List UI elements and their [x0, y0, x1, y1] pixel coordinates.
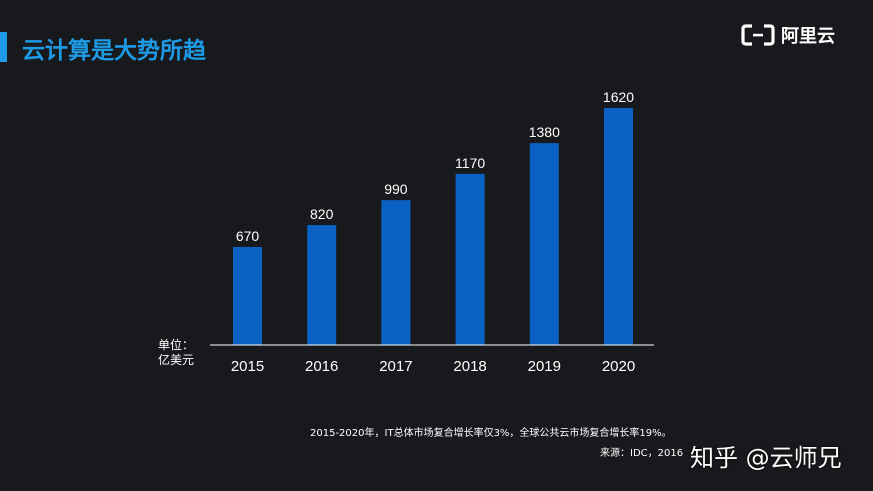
- watermark: 知乎 @云师兄: [690, 444, 842, 472]
- x-tick-label-2017: 2017: [379, 358, 412, 375]
- footnote: 2015-2020年，IT总体市场复合增长率仅3%，全球公共云市场复合增长率19…: [310, 428, 672, 439]
- bar-2019: [529, 143, 559, 345]
- bar-2018: [455, 173, 485, 345]
- data-label-2017: 990: [384, 181, 408, 197]
- brand-logo-text: 阿里云: [781, 26, 835, 47]
- bar-2020: [604, 108, 633, 345]
- bar-2017: [381, 200, 411, 345]
- unit-label-line1: 单位：: [158, 338, 195, 352]
- aliyun-bracket-icon: [741, 24, 775, 46]
- x-tick-label-2015: 2015: [231, 358, 264, 375]
- page-title: 云计算是大势所趋: [22, 38, 206, 64]
- unit-label: 单位： 亿美元: [158, 338, 194, 368]
- data-label-2016: 820: [310, 206, 334, 222]
- data-label-2020: 1620: [603, 89, 634, 105]
- x-tick-label-2020: 2020: [602, 358, 635, 375]
- x-tick-label-2016: 2016: [305, 358, 338, 375]
- data-label-2019: 1380: [529, 124, 560, 140]
- x-tick-label-2019: 2019: [528, 358, 561, 375]
- bar-2016: [307, 225, 337, 345]
- bar-2015: [233, 246, 262, 345]
- data-label-2015: 670: [236, 228, 260, 244]
- x-tick-label-2018: 2018: [453, 358, 486, 375]
- title-accent-bar: [0, 32, 7, 62]
- data-label-2018: 1170: [455, 155, 485, 171]
- source-note: 来源：IDC，2016: [600, 448, 684, 459]
- brand-logo: 阿里云: [741, 22, 835, 48]
- unit-label-line2: 亿美元: [158, 353, 195, 367]
